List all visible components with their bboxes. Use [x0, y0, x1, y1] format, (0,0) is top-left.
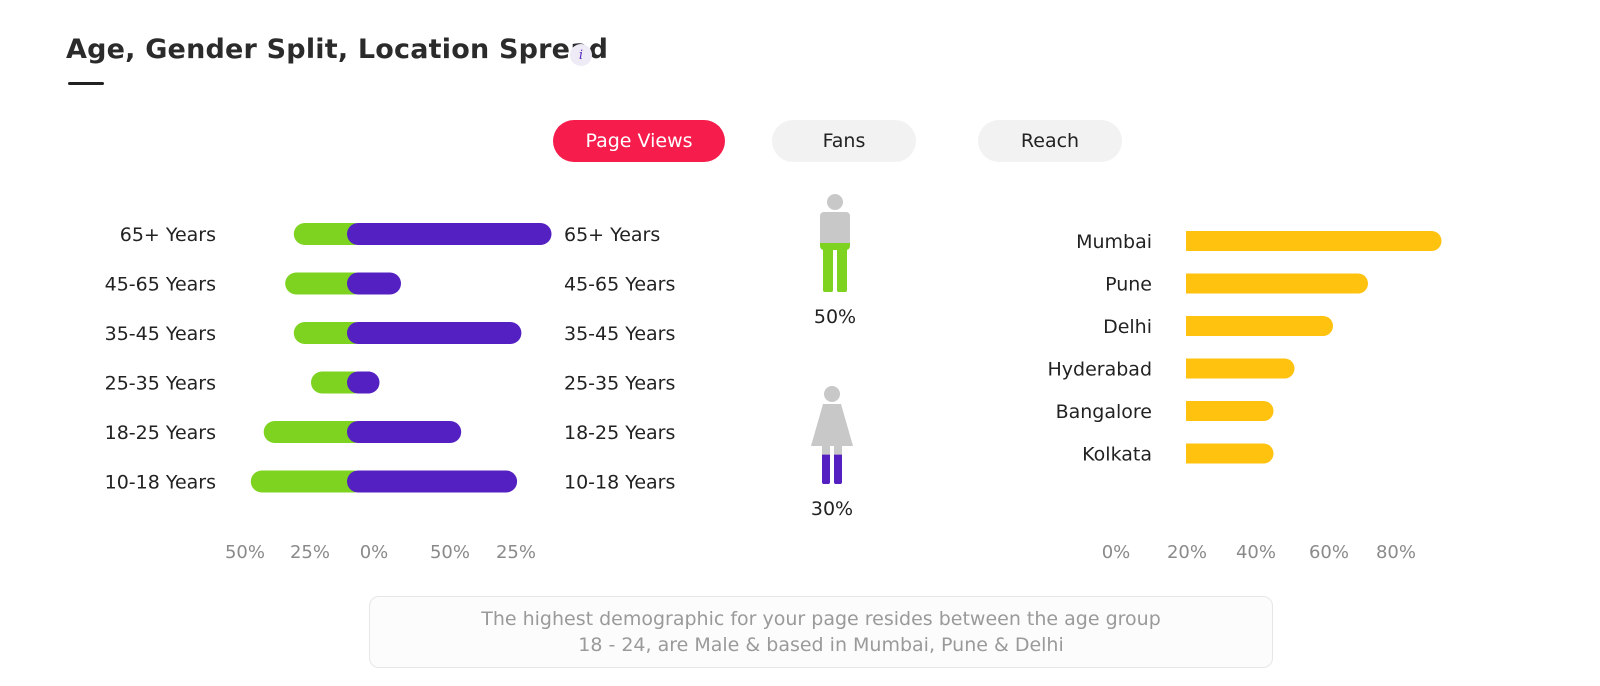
city-bar-start	[1186, 358, 1206, 379]
city-label: Hyderabad	[1048, 359, 1153, 381]
male-bar	[347, 470, 518, 493]
location-spread-chart: Mumbai Pune Delhi Hyderabad Bangalore Kolkata…	[1048, 231, 1442, 563]
insight-line-2: 18 - 24, are Male & based in Mumbai, Pun…	[578, 634, 1064, 656]
city-bar-start	[1186, 443, 1206, 464]
info-icon[interactable]: i	[570, 44, 592, 66]
age-label-right: 65+ Years	[564, 224, 660, 246]
male-bar-end	[358, 223, 370, 245]
title-underline	[68, 82, 104, 85]
age-x-tick: 50%	[225, 542, 265, 563]
male-bar-end	[358, 272, 370, 295]
city-bar	[1186, 231, 1442, 251]
age-label-left: 18-25 Years	[105, 422, 216, 444]
age-label-left: 10-18 Years	[105, 472, 216, 494]
age-label-right: 25-35 Years	[564, 373, 675, 395]
male-percent-label: 50%	[814, 306, 856, 328]
page-title: Age, Gender Split, Location Spread	[66, 34, 609, 65]
city-bar	[1186, 316, 1333, 336]
male-bar	[347, 322, 522, 344]
female-bar	[263, 421, 365, 443]
age-x-tick: 0%	[360, 542, 389, 563]
location-x-tick: 80%	[1376, 542, 1416, 563]
location-x-tick: 20%	[1167, 542, 1207, 563]
age-label-left: 35-45 Years	[105, 323, 216, 345]
city-bar	[1186, 443, 1274, 464]
city-bar-start	[1186, 401, 1206, 421]
city-label: Bangalore	[1056, 401, 1152, 423]
age-gender-chart: 65+ Years 65+ Years 45-65 Years 45-65 Years…	[105, 223, 675, 563]
city-label: Pune	[1105, 274, 1152, 296]
male-bar-end	[358, 470, 370, 493]
tab-fans[interactable]: Fans	[772, 120, 916, 162]
insight-box: The highest demographic for your page re…	[369, 596, 1273, 668]
tab-page-views[interactable]: Page Views	[553, 120, 725, 162]
city-label: Mumbai	[1076, 231, 1152, 253]
female-bar	[250, 470, 365, 493]
female-figure-icon	[811, 386, 853, 484]
male-bar	[347, 223, 552, 245]
location-x-tick: 0%	[1102, 542, 1131, 563]
tab-reach[interactable]: Reach	[978, 120, 1122, 162]
insight-line-1: The highest demographic for your page re…	[481, 608, 1161, 630]
age-label-right: 45-65 Years	[564, 274, 675, 296]
male-bar	[347, 272, 401, 295]
age-label-right: 18-25 Years	[564, 422, 675, 444]
female-bar	[293, 322, 365, 344]
male-bar-end	[358, 421, 370, 443]
age-label-left: 25-35 Years	[105, 373, 216, 395]
city-bar	[1186, 401, 1274, 421]
city-bar-start	[1186, 231, 1206, 251]
city-label: Delhi	[1103, 316, 1152, 338]
female-bar	[285, 272, 365, 295]
age-label-right: 35-45 Years	[564, 323, 675, 345]
age-x-tick: 25%	[496, 542, 536, 563]
city-bar-start	[1186, 273, 1206, 294]
location-x-tick: 60%	[1309, 542, 1349, 563]
male-figure-icon	[820, 194, 850, 292]
gender-split-chart: 50% 30%	[811, 194, 856, 520]
age-x-tick: 50%	[430, 542, 470, 563]
age-label-left: 45-65 Years	[105, 274, 216, 296]
city-bar-start	[1186, 316, 1206, 336]
male-bar-end	[358, 322, 370, 344]
location-x-tick: 40%	[1236, 542, 1276, 563]
city-bar	[1186, 273, 1368, 294]
female-bar	[293, 223, 365, 245]
age-label-left: 65+ Years	[120, 224, 216, 246]
male-bar	[347, 421, 462, 443]
city-label: Kolkata	[1082, 444, 1152, 466]
age-x-tick: 25%	[290, 542, 330, 563]
age-label-right: 10-18 Years	[564, 472, 675, 494]
city-bar	[1186, 358, 1295, 379]
male-bar-end	[358, 371, 370, 394]
female-percent-label: 30%	[811, 498, 853, 520]
